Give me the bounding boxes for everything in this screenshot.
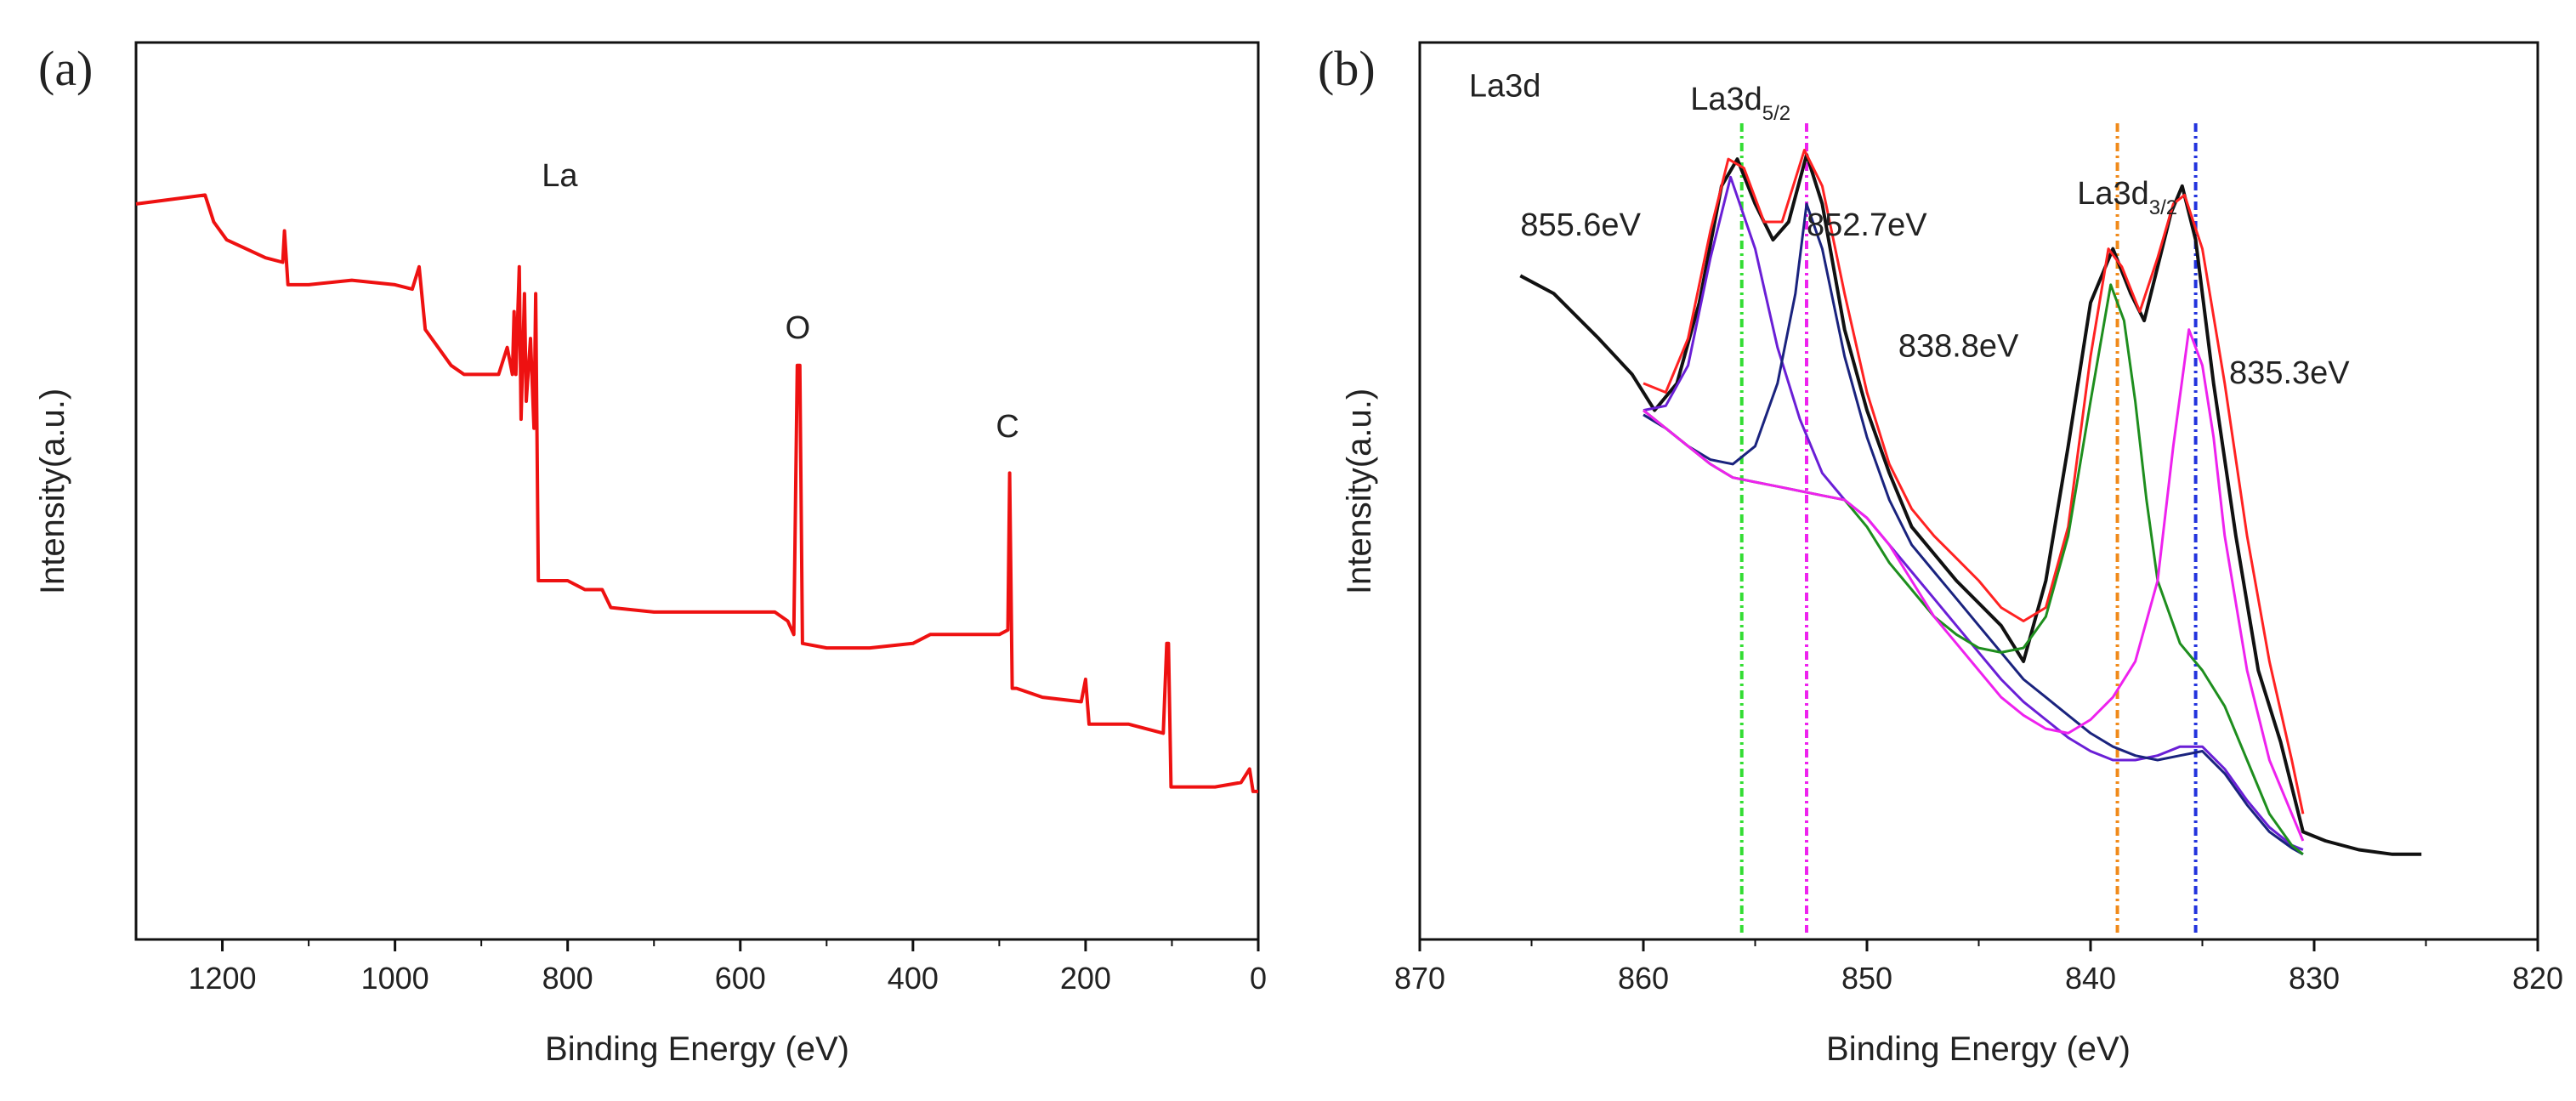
panel-a-x-ticks: 1200 1000 800 600 400 200 0	[188, 939, 1267, 996]
x-tick-label: 800	[542, 961, 593, 996]
annotation-label: C	[996, 409, 1018, 445]
x-tick-label: 840	[2065, 961, 2116, 996]
panel-a-frame	[134, 41, 1260, 941]
x-tick-label: 870	[1394, 961, 1445, 996]
x-tick-label: 600	[715, 961, 766, 996]
panel-b-y-axis-title: Intensity(a.u.)	[1341, 389, 1378, 594]
panel-a-survey-spectrum: (a) 1200 1000 800 600 400 200 0 La O C Binding E…	[34, 41, 1267, 1068]
series-line-852-7-ev-component	[1643, 202, 2304, 856]
panel-a-y-axis-title: Intensity(a.u.)	[34, 389, 71, 594]
annotation-label: 838.8eV	[1898, 328, 2019, 364]
x-tick-label: 820	[2512, 961, 2563, 996]
x-tick-label: 0	[1250, 961, 1267, 996]
annotation-label: 852.7eV	[1807, 207, 1927, 243]
annotation-label: La	[542, 158, 578, 194]
x-tick-label: 860	[1618, 961, 1669, 996]
x-tick-label: 200	[1060, 961, 1111, 996]
panel-a-series	[135, 193, 1258, 793]
panel-b-x-ticks: 870 860 850 840 830 820	[1394, 939, 2563, 996]
x-tick-label: 400	[888, 961, 939, 996]
series-line-855-6-ev-component	[1643, 175, 2304, 851]
x-tick-label: 830	[2289, 961, 2340, 996]
annotation-label: La3d	[1469, 68, 1541, 104]
x-tick-label: 1200	[188, 961, 256, 996]
panel-b-la3d-spectrum: (b) 870 860 850 840 830 820 La3d La3d5/2La3d3/…	[1318, 41, 2563, 1068]
x-tick-label: 850	[1841, 961, 1892, 996]
annotation-label: 835.3eV	[2229, 355, 2350, 391]
panel-a-x-axis-title: Binding Energy (eV)	[545, 1030, 849, 1068]
series-line-survey	[135, 193, 1258, 793]
panel-a-label: (a)	[38, 41, 93, 96]
x-tick-label: 1000	[361, 961, 429, 996]
series-line-835-3-ev-component	[1643, 328, 2305, 842]
panel-a-annotations: La O C	[542, 158, 1019, 445]
series-line-cumulative-fit	[1643, 149, 2305, 814]
panel-b-reference-lines	[1739, 122, 2198, 933]
panel-b-series	[1519, 149, 2422, 856]
panel-b-label: (b)	[1318, 41, 1376, 96]
annotation-label: 855.6eV	[1520, 207, 1641, 243]
annotation-label: O	[786, 310, 811, 346]
panel-b-x-axis-title: Binding Energy (eV)	[1826, 1030, 2131, 1068]
